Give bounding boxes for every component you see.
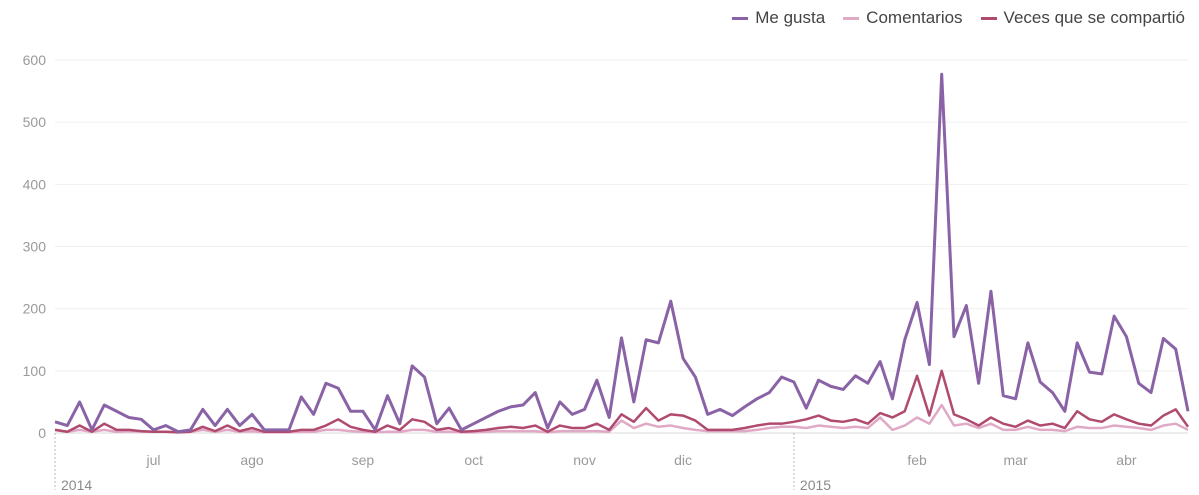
y-tick-label: 400	[23, 176, 47, 192]
y-tick-label: 0	[38, 425, 46, 441]
y-axis: 0 100 200 300 400 500 600	[23, 52, 47, 441]
x-tick-label-dic: dic	[674, 452, 692, 468]
y-tick-label: 100	[23, 363, 47, 379]
series-line-veces-que-se-comparti-	[54, 369, 1190, 434]
chart-gridlines	[55, 59, 1188, 434]
x-tick-label-mar: mar	[1004, 452, 1028, 468]
x-axis: julagosepoctnovdicfebmarabrmay20142015	[54, 432, 1188, 493]
legend-label: Me gusta	[755, 8, 826, 27]
chart-legend: Me gusta Comentarios Veces que se comparti…	[732, 8, 1185, 28]
x-tick-label-abr: abr	[1116, 452, 1137, 468]
x-tick-label-ago: ago	[240, 452, 264, 468]
legend-label: Veces que se compartió	[1003, 8, 1185, 27]
legend-swatch	[843, 16, 860, 20]
y-tick-label: 500	[23, 114, 47, 130]
year-label-2014: 2014	[61, 477, 92, 493]
year-label-2015: 2015	[800, 477, 831, 493]
y-tick-label: 200	[23, 301, 47, 317]
series-lines	[54, 72, 1190, 434]
x-tick-label-nov: nov	[573, 452, 596, 468]
legend-item[interactable]: Me gusta	[732, 8, 825, 28]
y-tick-label: 300	[23, 239, 47, 255]
legend-swatch	[732, 16, 749, 20]
x-tick-label-sep: sep	[352, 452, 375, 468]
series-line-me-gusta	[54, 72, 1190, 434]
x-tick-label-oct: oct	[464, 452, 483, 468]
legend-item[interactable]: Veces que se compartió	[980, 8, 1185, 28]
series-line-comentarios	[54, 403, 1189, 434]
y-tick-label: 600	[23, 52, 47, 68]
legend-item[interactable]: Comentarios	[843, 8, 963, 28]
legend-swatch	[980, 16, 997, 20]
x-tick-label-jul: jul	[146, 452, 161, 468]
x-tick-label-feb: feb	[907, 452, 927, 468]
legend-label: Comentarios	[866, 8, 963, 27]
